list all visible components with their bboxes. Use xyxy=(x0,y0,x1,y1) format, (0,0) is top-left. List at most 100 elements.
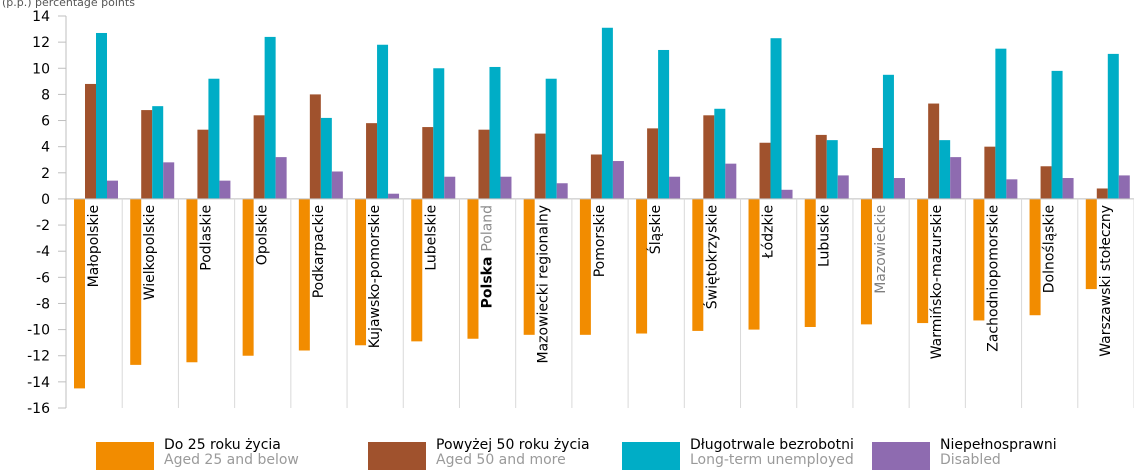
legend-label-en: Aged 25 and below xyxy=(164,452,299,468)
y-tick-label: 2 xyxy=(41,166,50,182)
legend-item: Powyżej 50 roku życia Aged 50 and more xyxy=(368,438,590,470)
bar xyxy=(1006,179,1018,199)
bar xyxy=(579,198,591,335)
bar xyxy=(1107,53,1119,199)
bar xyxy=(197,129,209,199)
bar xyxy=(928,103,940,199)
category-label: Kujawsko-pomorskie xyxy=(367,205,383,348)
bar xyxy=(647,128,659,199)
bar xyxy=(275,157,287,199)
category-label: Śląskie xyxy=(646,205,664,254)
bar xyxy=(309,94,321,199)
bar xyxy=(411,198,423,342)
bar xyxy=(590,154,602,199)
y-tick-label: -4 xyxy=(36,244,50,260)
bar xyxy=(534,133,546,199)
category-label: Opolskie xyxy=(255,205,271,265)
bar xyxy=(467,198,479,339)
legend-swatch xyxy=(872,442,930,470)
bar xyxy=(1051,70,1063,199)
category-label: Warszawski stołeczny xyxy=(1098,205,1114,357)
legend-label: Niepełnosprawni xyxy=(940,437,1057,453)
y-tick-label: -12 xyxy=(27,349,50,365)
bar xyxy=(107,180,118,199)
bar xyxy=(804,198,816,327)
bar xyxy=(556,183,568,199)
legend-swatch xyxy=(96,442,154,470)
legend: Do 25 roku życia Aged 25 and below Powyżej… xyxy=(0,438,1134,472)
bar xyxy=(770,38,782,199)
bar xyxy=(130,198,142,365)
category-label: Podlaskie xyxy=(198,205,214,271)
bar xyxy=(366,123,378,199)
bar xyxy=(781,189,793,199)
category-label: Polska Poland xyxy=(479,205,495,308)
legend-label-en: Aged 50 and more xyxy=(436,452,566,468)
category-label-en: Poland xyxy=(479,205,495,252)
bar xyxy=(1029,198,1041,316)
legend-text: Długotrwale bezrobotni Long-term unemploy… xyxy=(690,438,854,468)
y-tick-label: 8 xyxy=(41,87,50,103)
bar xyxy=(714,108,726,199)
bar xyxy=(1040,166,1052,199)
category-label: Dolnośląskie xyxy=(1042,205,1058,293)
bar xyxy=(669,176,681,199)
bar xyxy=(444,176,456,199)
y-tick-label: 14 xyxy=(32,9,50,25)
bar xyxy=(973,198,985,321)
bar xyxy=(815,134,827,199)
bar-chart: (p.p.) percentage points 14 12 10 8 6 4 2 0 -2 -4… xyxy=(2,0,1134,417)
bar xyxy=(253,115,265,199)
bar xyxy=(478,129,490,199)
legend-text: Niepełnosprawni Disabled xyxy=(940,438,1057,468)
category-labels: Małopolskie Wielkopolskie Podlaskie Opolski… xyxy=(86,205,1114,364)
bar xyxy=(422,127,434,199)
category-label: Podkarpackie xyxy=(311,205,327,298)
y-tick-label: -16 xyxy=(27,401,50,417)
bar xyxy=(759,142,771,199)
bar xyxy=(74,198,85,389)
bar xyxy=(96,32,107,199)
bar xyxy=(219,180,231,199)
bar xyxy=(500,176,512,199)
y-tick-label: -8 xyxy=(36,296,50,312)
legend-text: Do 25 roku życia Aged 25 and below xyxy=(164,438,299,468)
bar xyxy=(355,198,367,346)
bar xyxy=(612,161,624,199)
legend-label-en: Long-term unemployed xyxy=(690,452,854,468)
bar xyxy=(636,198,648,334)
category-label: Małopolskie xyxy=(86,205,102,287)
legend-swatch xyxy=(622,442,680,470)
category-label: Świętokrzyskie xyxy=(702,205,720,309)
legend-item: Do 25 roku życia Aged 25 and below xyxy=(96,438,299,470)
bar xyxy=(320,117,332,199)
bar xyxy=(837,175,849,199)
bar xyxy=(1118,175,1130,199)
bar xyxy=(433,68,445,199)
bar xyxy=(489,66,501,199)
y-tick-label: 4 xyxy=(41,140,50,156)
bar xyxy=(1085,198,1097,290)
bar xyxy=(242,198,254,356)
axes xyxy=(65,16,1134,408)
bar xyxy=(939,140,951,199)
bar xyxy=(826,140,838,199)
bar xyxy=(893,178,905,199)
bar xyxy=(163,162,175,199)
bar xyxy=(388,193,400,199)
y-tick-label: -6 xyxy=(36,270,50,286)
bar xyxy=(141,110,153,199)
category-label: Warmińsko-mazurskie xyxy=(929,205,945,359)
category-label: Pomorskie xyxy=(592,205,608,277)
y-tick-label: -14 xyxy=(27,375,50,391)
bar xyxy=(871,147,883,199)
bar xyxy=(1062,178,1074,199)
y-tick-label: 10 xyxy=(32,61,50,77)
category-label: Mazowieckie xyxy=(873,205,889,294)
bar xyxy=(995,48,1007,199)
y-tick-label: -2 xyxy=(36,218,50,234)
legend-item: Długotrwale bezrobotni Long-term unemploy… xyxy=(622,438,854,470)
legend-label: Do 25 roku życia xyxy=(164,437,281,453)
bar xyxy=(703,115,715,199)
y-axis: 14 12 10 8 6 4 2 0 -2 -4 -6 -8 -10 -12 -14 -16 xyxy=(27,9,66,417)
